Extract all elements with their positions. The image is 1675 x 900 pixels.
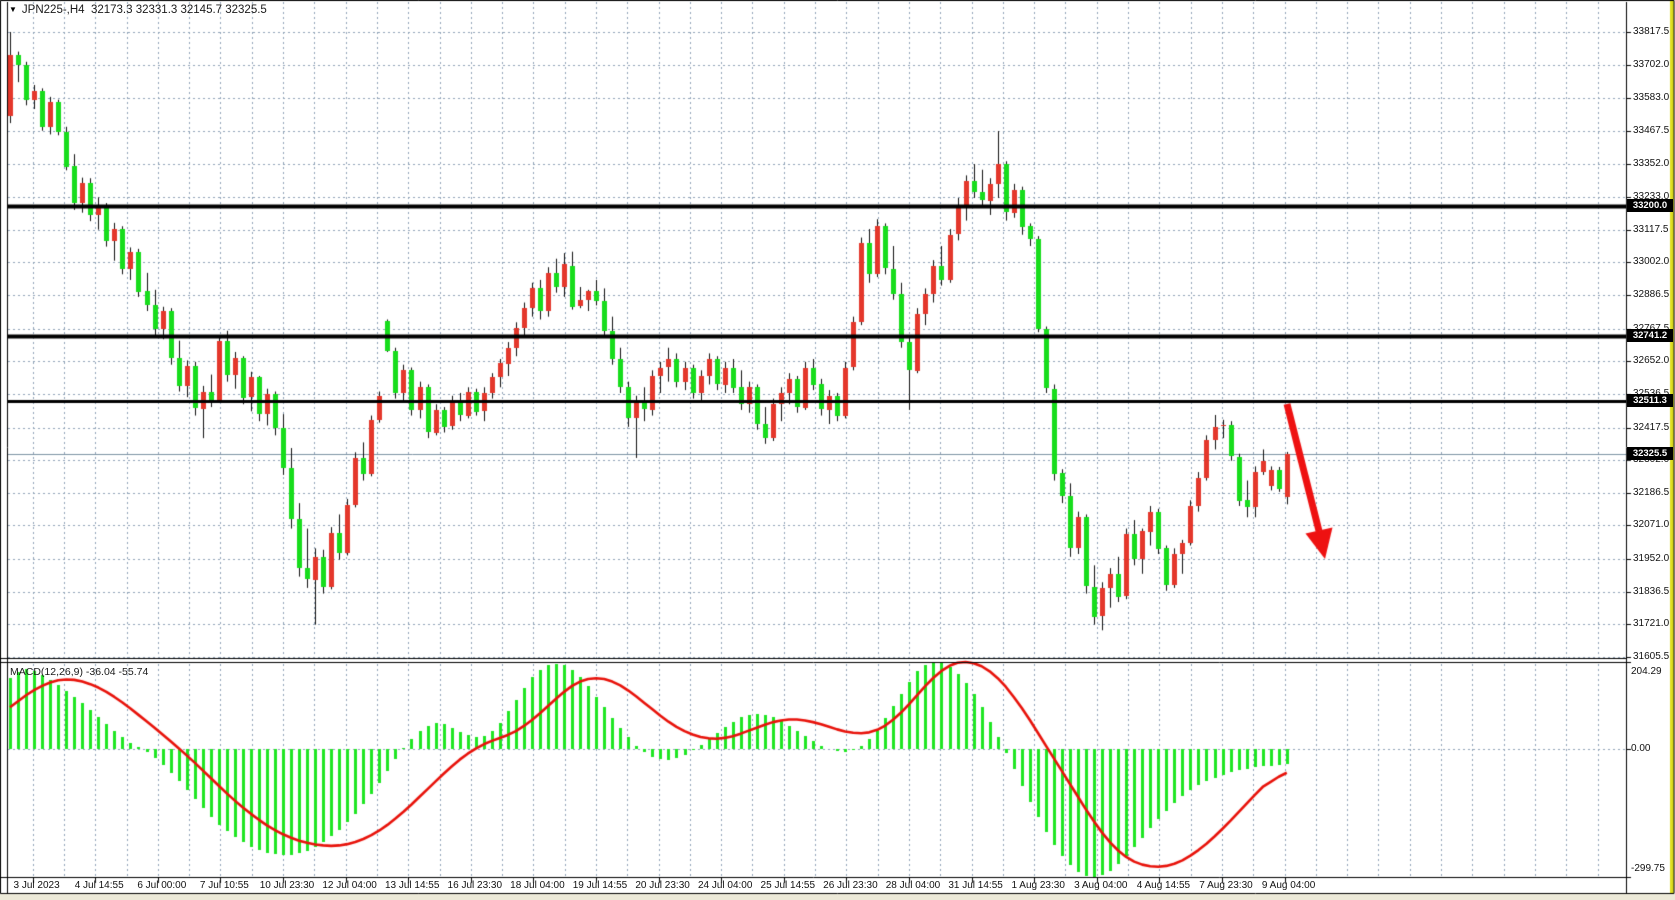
main-chart-canvas[interactable] [0, 0, 1675, 900]
chart-window: ▼ JPN225-,H4 32173.3 32331.3 32145.7 3232… [0, 0, 1675, 900]
